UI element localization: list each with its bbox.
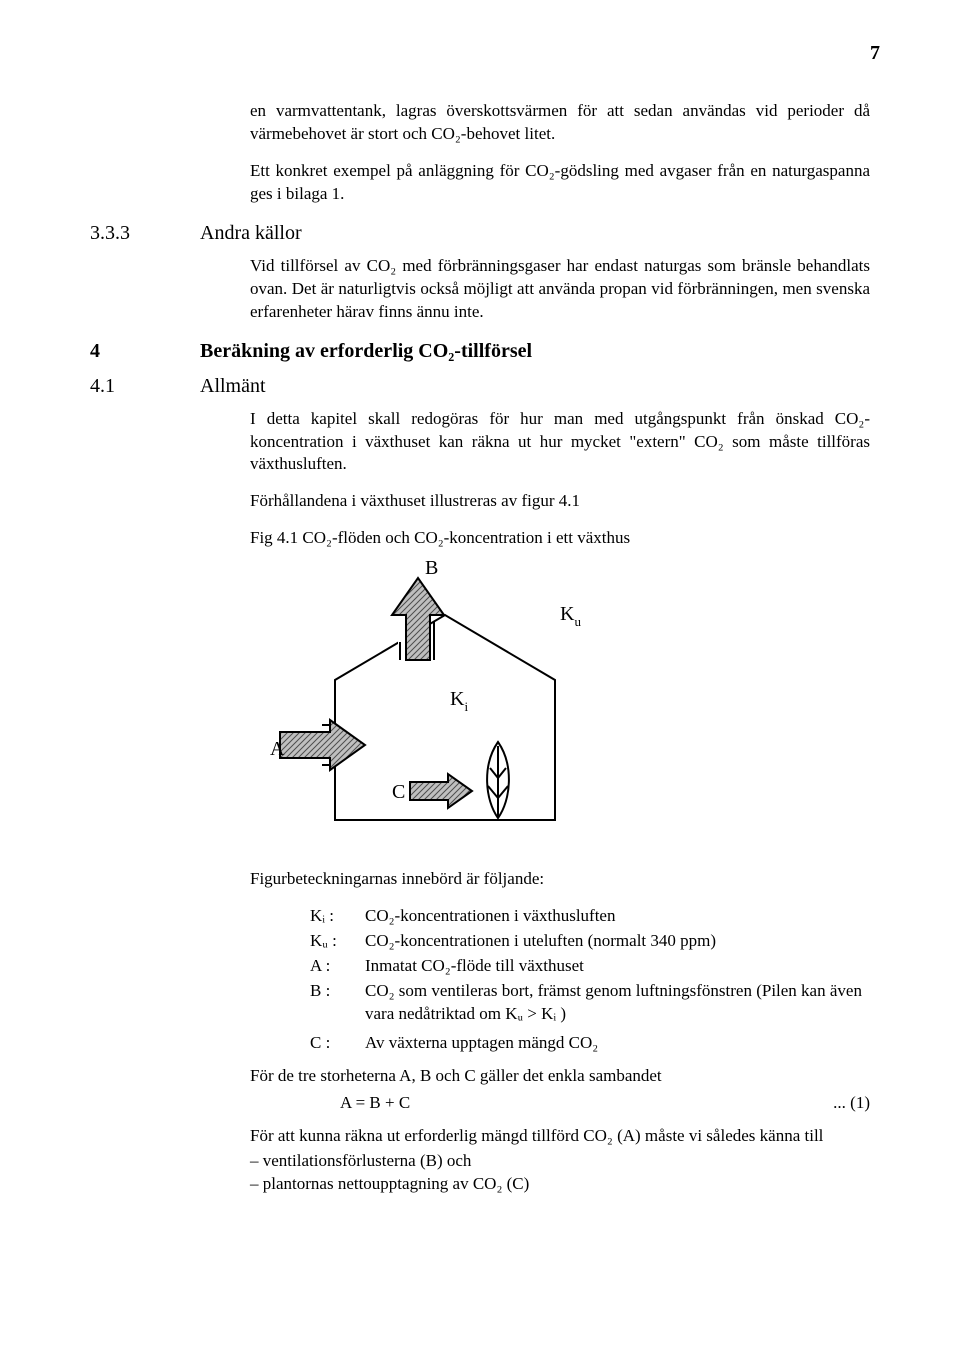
section-body: Vid tillförsel av CO₂ med förbränningsga… — [250, 255, 870, 324]
dash-list-item: plantornas nettoupptagning av CO₂ (C) — [250, 1173, 870, 1196]
section-heading: 4 Beräkning av erforderlig CO₂-tillförse… — [90, 338, 880, 365]
label-B: B — [425, 560, 438, 579]
legend-value: CO₂-koncentrationen i växthusluften — [365, 905, 870, 928]
label-A: A — [270, 738, 285, 760]
page-number: 7 — [870, 40, 880, 67]
paragraph: en varmvattentank, lagras överskottsvärm… — [250, 100, 870, 146]
legend-row: A : Inmatat CO₂-flöde till växthuset — [310, 955, 870, 978]
legend-key: B : — [310, 980, 365, 1026]
legend-row: Kᵢ : CO₂-koncentrationen i växthusluften — [310, 905, 870, 928]
legend-key: C : — [310, 1032, 365, 1055]
dash-list-item: ventilationsförlusterna (B) och — [250, 1150, 870, 1173]
legend-value: CO₂-koncentrationen i uteluften (normalt… — [365, 930, 870, 953]
paragraph: För de tre storheterna A, B och C gäller… — [250, 1065, 870, 1088]
paragraph: Vid tillförsel av CO₂ med förbränningsga… — [250, 255, 870, 324]
paragraph: I detta kapitel skall redogöras för hur … — [250, 408, 870, 477]
section-number: 4.1 — [90, 373, 200, 400]
label-Ku: Ku — [560, 603, 581, 629]
arrow-C — [410, 774, 472, 808]
equation: A = B + C ... (1) — [250, 1092, 870, 1115]
section-heading: 4.1 Allmänt — [90, 373, 880, 400]
legend-row: B : CO₂ som ventileras bort, främst geno… — [310, 980, 870, 1026]
legend-row: Kᵤ : CO₂-koncentrationen i uteluften (no… — [310, 930, 870, 953]
legend-intro: Figurbeteckningarnas innebörd är följand… — [250, 868, 870, 891]
equation-number: ... (1) — [833, 1092, 870, 1115]
label-C: C — [392, 781, 405, 803]
legend-table: Kᵢ : CO₂-koncentrationen i växthusluften… — [310, 905, 870, 1055]
paragraph: Förhållandena i växthuset illustreras av… — [250, 490, 870, 513]
legend-value: Av växterna upptagen mängd CO₂ — [365, 1032, 870, 1055]
label-Ki: Ki — [450, 688, 468, 714]
legend-key: A : — [310, 955, 365, 978]
equation-body: A = B + C — [340, 1092, 833, 1115]
legend-row: C : Av växterna upptagen mängd CO₂ — [310, 1032, 870, 1055]
section-body: I detta kapitel skall redogöras för hur … — [250, 408, 870, 1196]
leaf-icon — [487, 742, 509, 818]
paragraph: För att kunna räkna ut erforderlig mängd… — [250, 1125, 870, 1148]
dash-list: ventilationsförlusterna (B) och plantorn… — [250, 1150, 870, 1196]
arrow-A — [280, 720, 365, 770]
section-heading: 3.3.3 Andra källor — [90, 220, 880, 247]
intro-block: en varmvattentank, lagras överskottsvärm… — [250, 100, 870, 206]
legend-key: Kᵤ : — [310, 930, 365, 953]
paragraph: Ett konkret exempel på anläggning för CO… — [250, 160, 870, 206]
greenhouse-diagram: A B C Ki Ku — [250, 560, 630, 850]
legend-value: CO₂ som ventileras bort, främst genom lu… — [365, 980, 870, 1026]
page: 7 en varmvattentank, lagras överskottsvä… — [0, 0, 960, 1364]
section-title: Beräkning av erforderlig CO₂-tillförsel — [200, 338, 880, 365]
figure-caption: Fig 4.1 CO₂-flöden och CO₂-koncentration… — [250, 527, 870, 550]
section-title: Allmänt — [200, 373, 880, 400]
figure: A B C Ki Ku — [250, 560, 870, 850]
legend-value: Inmatat CO₂-flöde till växthuset — [365, 955, 870, 978]
section-number: 3.3.3 — [90, 220, 200, 247]
legend-key: Kᵢ : — [310, 905, 365, 928]
section-title: Andra källor — [200, 220, 880, 247]
section-number: 4 — [90, 338, 200, 365]
